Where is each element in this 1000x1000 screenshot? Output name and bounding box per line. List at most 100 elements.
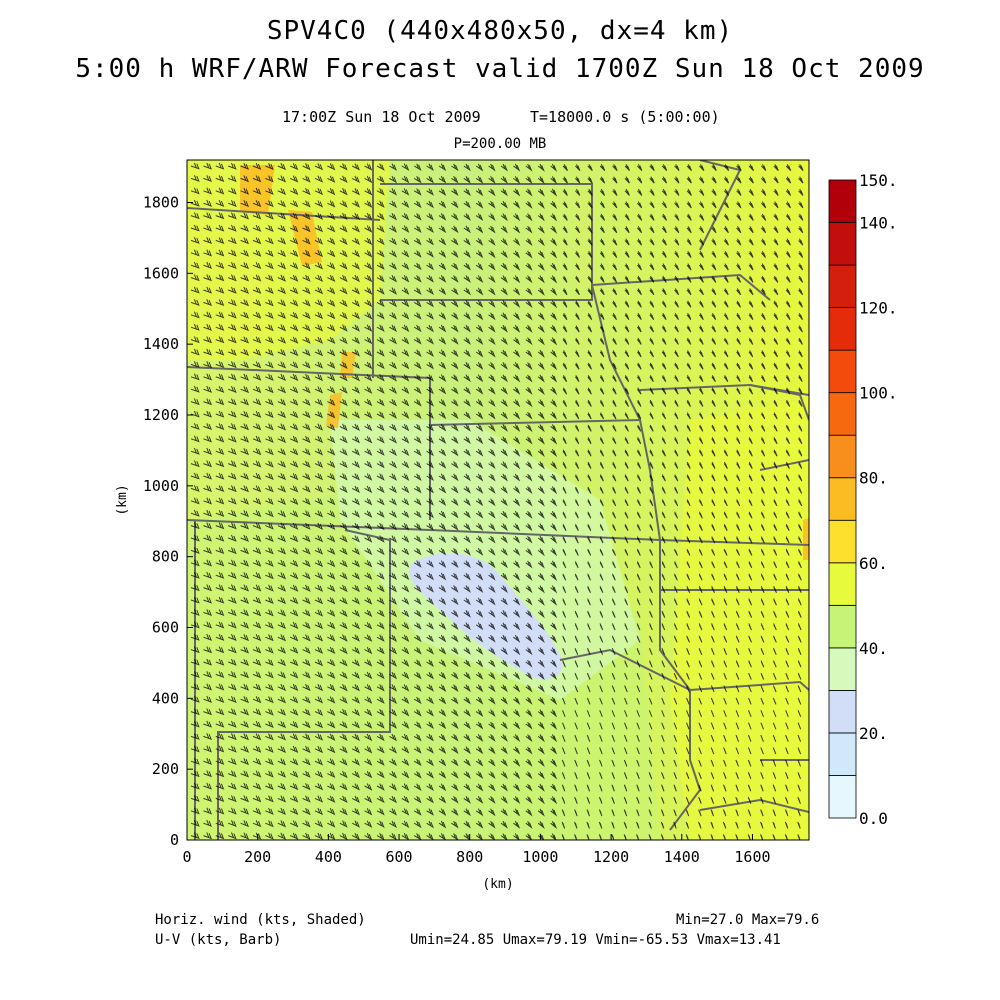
wind-barb [612, 288, 618, 296]
wind-barb [426, 448, 434, 457]
wind-barb [314, 249, 324, 258]
wind-barb [537, 374, 545, 383]
wind-barb [203, 782, 212, 790]
wind-barb [525, 647, 533, 656]
wind-barb [389, 758, 397, 767]
wind-barb [351, 212, 360, 221]
wind-barb [451, 771, 459, 779]
wind-barb [599, 300, 605, 308]
wind-barb [401, 250, 410, 258]
wind-barb [215, 609, 225, 617]
wind-barb [785, 387, 791, 395]
wind-barb [661, 685, 665, 693]
wind-barb [314, 398, 324, 406]
wind-barb [389, 436, 397, 444]
wind-barb [550, 461, 558, 470]
wind-barb [327, 324, 336, 332]
wind-barb [277, 510, 287, 518]
wind-barb [314, 634, 324, 642]
wind-barb [240, 423, 249, 431]
wind-barb [699, 201, 705, 209]
wind-barb [314, 621, 324, 630]
wind-barb [451, 510, 459, 519]
wind-barb [500, 337, 508, 346]
wind-barb [550, 337, 558, 346]
wind-barb [265, 572, 274, 580]
wind-barb [637, 288, 642, 296]
wind-barb [562, 263, 568, 271]
wind-barb [203, 832, 212, 840]
wind-barb [438, 523, 447, 531]
wind-barb [463, 337, 471, 345]
wind-barb [327, 274, 336, 283]
wind-barb [760, 598, 765, 606]
wind-barb [265, 497, 274, 505]
wind-barb [513, 200, 521, 209]
wind-barb [711, 635, 715, 643]
wind-barb [240, 572, 249, 580]
wind-barb [376, 733, 385, 742]
x-tick-label: 1400 [664, 848, 700, 866]
wind-barb [426, 399, 434, 407]
wind-barb [389, 783, 397, 791]
wind-barb [784, 796, 789, 804]
wind-barb [599, 747, 603, 755]
wind-barb [636, 710, 640, 717]
wind-barb [674, 226, 680, 234]
wind-barb [339, 386, 348, 394]
wind-barb [289, 324, 299, 332]
wind-barb [190, 733, 200, 740]
wind-barb [537, 461, 545, 470]
wind-barb [215, 572, 225, 579]
wind-barb [339, 336, 348, 345]
wind-barb [327, 485, 336, 493]
wind-barb [463, 758, 471, 767]
wind-barb [314, 597, 324, 605]
wind-barb [785, 672, 789, 680]
wind-barb [661, 648, 666, 656]
wind-barb [389, 808, 397, 816]
wind-barb [413, 485, 422, 494]
wind-barb [500, 200, 508, 209]
wind-barb [785, 226, 791, 234]
wind-barb [649, 610, 653, 618]
wind-barb [203, 410, 212, 418]
wind-barb [215, 187, 225, 195]
wind-barb [389, 399, 397, 407]
wind-barb [599, 399, 605, 407]
wind-barb [748, 685, 752, 693]
wind-barb [215, 212, 225, 220]
wind-barb [302, 398, 311, 406]
wind-barb [513, 324, 521, 333]
wind-barb [500, 560, 508, 569]
wind-barb [599, 511, 604, 519]
wind-barb [674, 387, 679, 395]
wind-barb [364, 485, 373, 494]
wind-barb [735, 623, 740, 631]
wind-barb [203, 733, 212, 741]
wind-barb [574, 809, 578, 817]
wind-barb [513, 386, 521, 395]
wind-barb [475, 176, 484, 184]
wind-barb [562, 474, 567, 482]
wind-barb [773, 511, 778, 519]
wind-barb [451, 213, 459, 221]
wind-barb [736, 536, 740, 544]
wind-barb [376, 609, 385, 618]
wind-barb [314, 435, 324, 444]
wind-barb [451, 287, 459, 296]
wind-barb [190, 311, 200, 319]
wind-barb [252, 646, 262, 654]
wind-barb [561, 734, 566, 742]
wind-barb [314, 299, 324, 307]
wind-barb [785, 722, 789, 730]
wind-barb [674, 586, 678, 594]
wind-barb [624, 561, 629, 569]
wind-barb [252, 782, 262, 790]
wind-barb [401, 609, 410, 618]
wind-barb [228, 832, 237, 840]
wind-barb [661, 598, 666, 606]
wind-barb [636, 437, 642, 445]
wind-barb [351, 188, 360, 196]
wind-barb [661, 437, 666, 445]
